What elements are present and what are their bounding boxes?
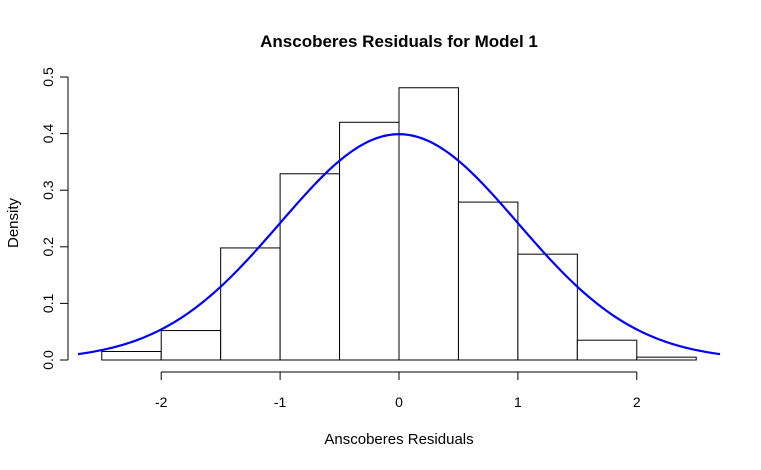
histogram-bar-0 [101,351,162,361]
histogram-bar-1 [160,330,222,361]
y-tick-label: 0.3 [40,180,56,200]
y-axis-label: Density [5,197,22,248]
x-tick-label: 2 [633,394,641,410]
histogram-bar-9 [636,356,697,361]
y-tick-label: 0.4 [40,124,56,144]
x-tick-label: -2 [155,394,168,410]
x-axis-label: Anscoberes Residuals [324,431,473,448]
x-axis: -2 -1 0 1 2 [155,371,641,410]
histogram-bars [101,87,697,361]
x-tick-label: 1 [514,394,522,410]
histogram-bar-3 [279,173,341,361]
histogram-bar-6 [457,201,519,361]
y-tick-label: 0.0 [40,350,56,370]
histogram-bar-5 [398,87,459,361]
histogram-bar-2 [220,247,281,361]
y-tick-label: 0.5 [40,67,56,87]
y-tick-label: 0.1 [40,293,56,313]
x-tick-label: -1 [274,394,287,410]
chart-title: Anscoberes Residuals for Model 1 [260,32,538,51]
histogram-bar-7 [517,253,578,361]
x-tick-label: 0 [395,394,403,410]
y-tick-label: 0.2 [40,237,56,257]
normal-density-curve [77,133,721,356]
histogram-bar-4 [339,121,400,361]
density-curve-layer [77,133,721,356]
histogram-bar-8 [576,339,638,361]
y-axis: 0.0 0.1 0.2 0.3 0.4 0.5 [40,67,69,370]
